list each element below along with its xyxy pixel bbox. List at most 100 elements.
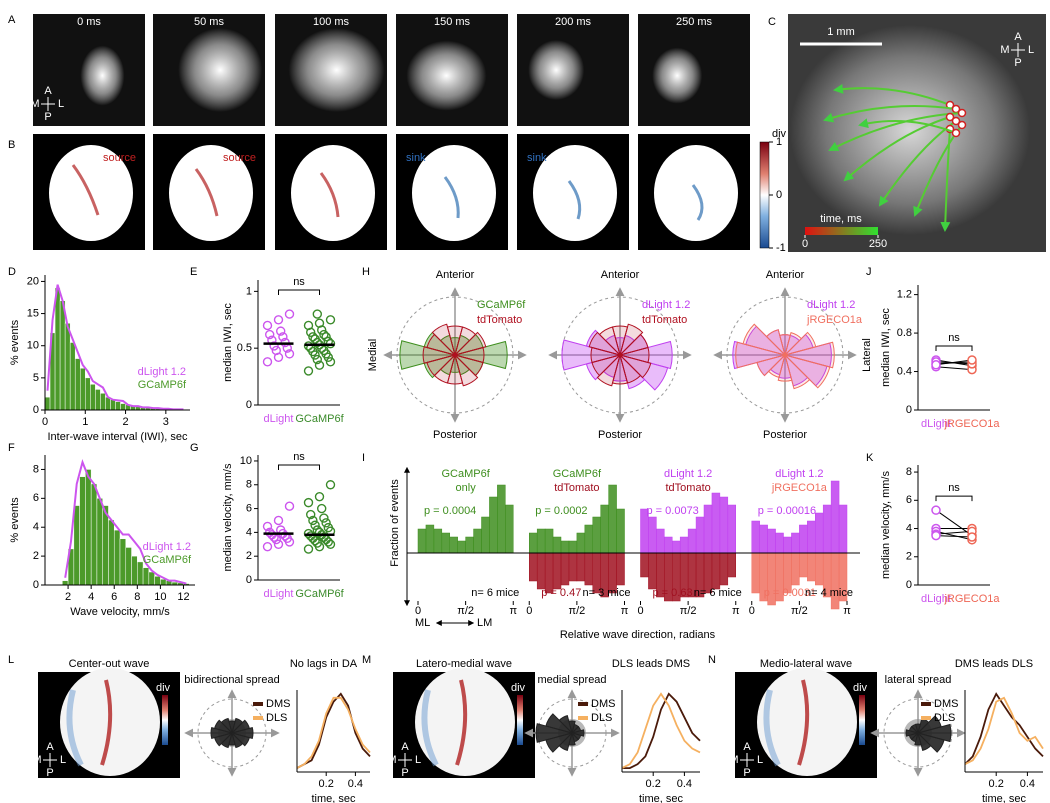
frame-label: 200 ms — [555, 16, 592, 28]
bar — [560, 552, 570, 586]
annotation: ns — [293, 451, 305, 463]
data-point — [303, 544, 314, 554]
legend-label: GCaMP6f — [477, 299, 526, 311]
bar — [154, 576, 161, 586]
compass-label: P — [46, 767, 53, 779]
y-tick-label: 0 — [246, 399, 252, 411]
bar — [664, 536, 673, 554]
p-value: p = 0.47 — [541, 587, 581, 599]
source-point — [951, 116, 961, 126]
rose-sector — [431, 323, 456, 357]
annotation: source — [223, 152, 256, 164]
legend-label: DLS — [266, 712, 287, 724]
frame-label: 0 ms — [77, 16, 101, 28]
bar — [119, 538, 127, 586]
p-value: p = 0.63 — [653, 587, 693, 599]
bar — [529, 532, 538, 554]
data-point — [325, 357, 336, 367]
data-point — [262, 357, 273, 367]
y-tick-label: 8 — [906, 466, 912, 478]
compass-label: L — [58, 98, 64, 110]
rose-sector — [588, 331, 622, 356]
data-point — [967, 355, 977, 365]
bracket — [278, 289, 320, 295]
data-point — [280, 531, 290, 541]
compass-label: L — [415, 754, 421, 766]
y-axis-label: % events — [9, 319, 21, 365]
x-tick-label: π — [732, 605, 740, 617]
data-point — [308, 515, 318, 526]
y-tick-label: 1 — [246, 285, 252, 297]
flow-map — [654, 145, 738, 241]
y-tick-label: 0 — [33, 404, 39, 416]
bar — [719, 552, 729, 586]
bar — [648, 552, 657, 590]
series-title: jRGECO1a — [771, 482, 828, 494]
image-signal — [288, 28, 385, 112]
bar — [108, 519, 115, 586]
y-axis-label: median IWI, sec — [222, 303, 234, 382]
direction-label: Posterior — [598, 429, 642, 441]
rose-sector — [535, 723, 574, 743]
colorbar-label: -1 — [776, 242, 786, 254]
trajectory — [843, 116, 951, 182]
y-tick-label: 2 — [246, 550, 252, 562]
rose-sector — [618, 340, 673, 370]
y-tick-label: 2 — [33, 550, 39, 562]
bar — [100, 393, 106, 411]
bar — [767, 528, 776, 554]
data-point — [931, 530, 941, 541]
x-tick-label: 4 — [88, 591, 94, 603]
compass-label: A — [401, 741, 409, 753]
rose-sector — [210, 726, 234, 740]
bar — [727, 504, 736, 554]
trajectory — [940, 128, 951, 232]
category-label: dLight — [921, 593, 951, 605]
bar — [79, 476, 86, 586]
data-point — [273, 515, 284, 526]
category-label: dLight — [921, 418, 951, 430]
direction-label: Anterior — [436, 269, 475, 281]
rose-sector — [916, 715, 942, 734]
bar — [110, 399, 116, 411]
image-signal — [80, 45, 125, 106]
data-point — [269, 341, 279, 351]
bar — [807, 552, 816, 582]
flow-line — [567, 180, 582, 220]
y-axis-label: median IWI, sec — [880, 308, 892, 387]
group-label: dLight — [264, 413, 294, 425]
bar — [489, 496, 498, 554]
rose-sector — [230, 726, 254, 740]
data-point — [273, 539, 284, 549]
flow-line — [194, 168, 219, 217]
x-tick-label: 2 — [122, 416, 128, 428]
x-tick-label: 1 — [82, 416, 88, 428]
time-tick-label: 250 — [869, 238, 887, 250]
chart-title: DLS leads DMS — [612, 658, 690, 670]
data-point — [967, 532, 977, 542]
bar — [74, 358, 81, 411]
y-tick-label: 4 — [906, 522, 912, 534]
bar — [799, 552, 808, 578]
data-point — [314, 360, 325, 370]
bar — [148, 571, 155, 586]
data-point — [312, 354, 322, 365]
bar — [544, 528, 554, 554]
flow-line — [421, 689, 439, 767]
x-tick-label: 0 — [42, 416, 48, 428]
y-axis-label: % events — [9, 497, 21, 543]
legend-label: DMS — [591, 698, 615, 710]
legend-swatch — [578, 716, 588, 720]
chart-title: No lags in DA — [290, 658, 358, 670]
bar — [584, 524, 593, 554]
y-tick-label: 0 — [906, 404, 912, 416]
annotation: ns — [293, 276, 305, 288]
data-point — [308, 332, 318, 342]
x-tick-label: 0 — [526, 605, 532, 617]
data-point — [303, 320, 314, 331]
data-point — [317, 503, 327, 514]
data-point — [319, 329, 329, 340]
bar — [125, 547, 132, 586]
bar — [95, 389, 101, 411]
